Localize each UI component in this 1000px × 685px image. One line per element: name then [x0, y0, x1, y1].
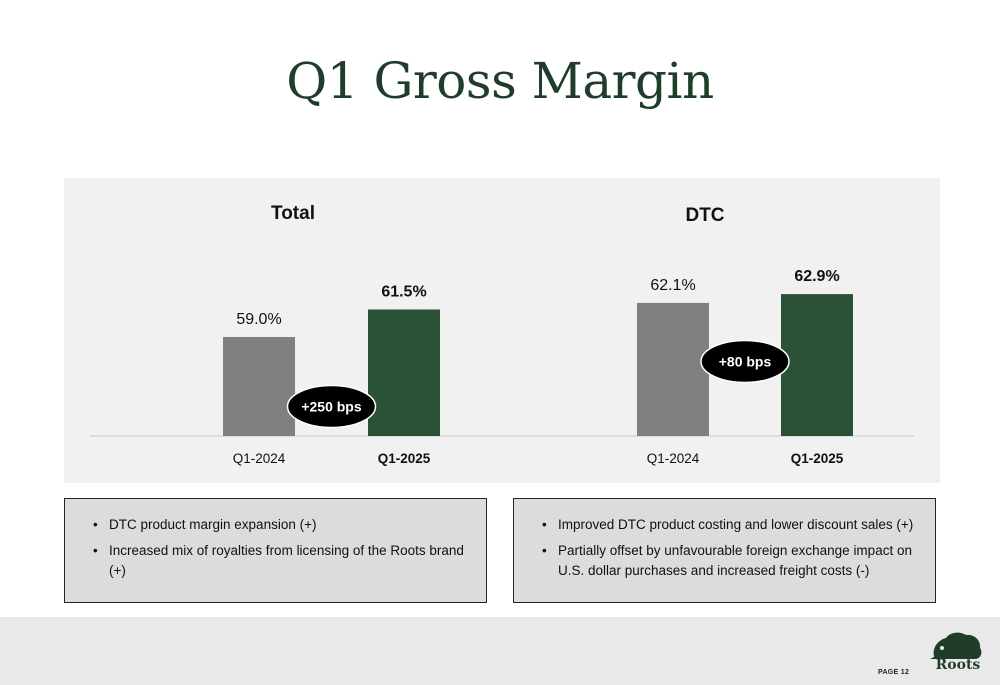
gross-margin-chart: Total 59.0% Q1-2024 61.5% Q1-2025 +250 bps DTC…: [90, 203, 914, 466]
x-tick-label: Q1-2024: [233, 451, 286, 466]
chart-title: Total: [271, 203, 315, 224]
note-item: Increased mix of royalties from licensin…: [93, 541, 472, 581]
beaver-logo-icon: [930, 632, 982, 659]
data-label: 62.1%: [650, 277, 695, 294]
data-label: 62.9%: [794, 268, 839, 285]
bar-prior-year: [637, 302, 709, 436]
bar-current-year: [781, 294, 853, 436]
page-title: Q1 Gross Margin: [286, 52, 714, 110]
chart-panel: Total 59.0% Q1-2024 61.5% Q1-2025 +250 bps DTC…: [64, 178, 940, 483]
bar-current-year: [368, 309, 440, 436]
notes-box-dtc: Improved DTC product costing and lower d…: [513, 498, 936, 603]
x-tick-label: Q1-2025: [791, 451, 844, 466]
footer-band: [0, 617, 1000, 685]
page-number: PAGE 12: [878, 669, 910, 676]
change-badge: [700, 339, 790, 384]
bar-prior-year: [223, 337, 295, 436]
note-item: DTC product margin expansion (+): [93, 515, 472, 535]
change-badge: [286, 384, 377, 429]
data-label: 59.0%: [236, 311, 281, 328]
change-badge-label: +80 bps: [719, 353, 772, 369]
logo-wordmark: Roots: [935, 657, 981, 673]
x-tick-label: Q1-2025: [378, 451, 431, 466]
note-item: Partially offset by unfavourable foreign…: [542, 541, 921, 581]
chart-title: DTC: [685, 205, 724, 226]
notes-box-total: DTC product margin expansion (+) Increas…: [64, 498, 487, 603]
note-item: Improved DTC product costing and lower d…: [542, 515, 921, 535]
data-label: 61.5%: [381, 284, 426, 301]
change-badge-label: +250 bps: [301, 399, 362, 415]
x-tick-label: Q1-2024: [647, 451, 700, 466]
